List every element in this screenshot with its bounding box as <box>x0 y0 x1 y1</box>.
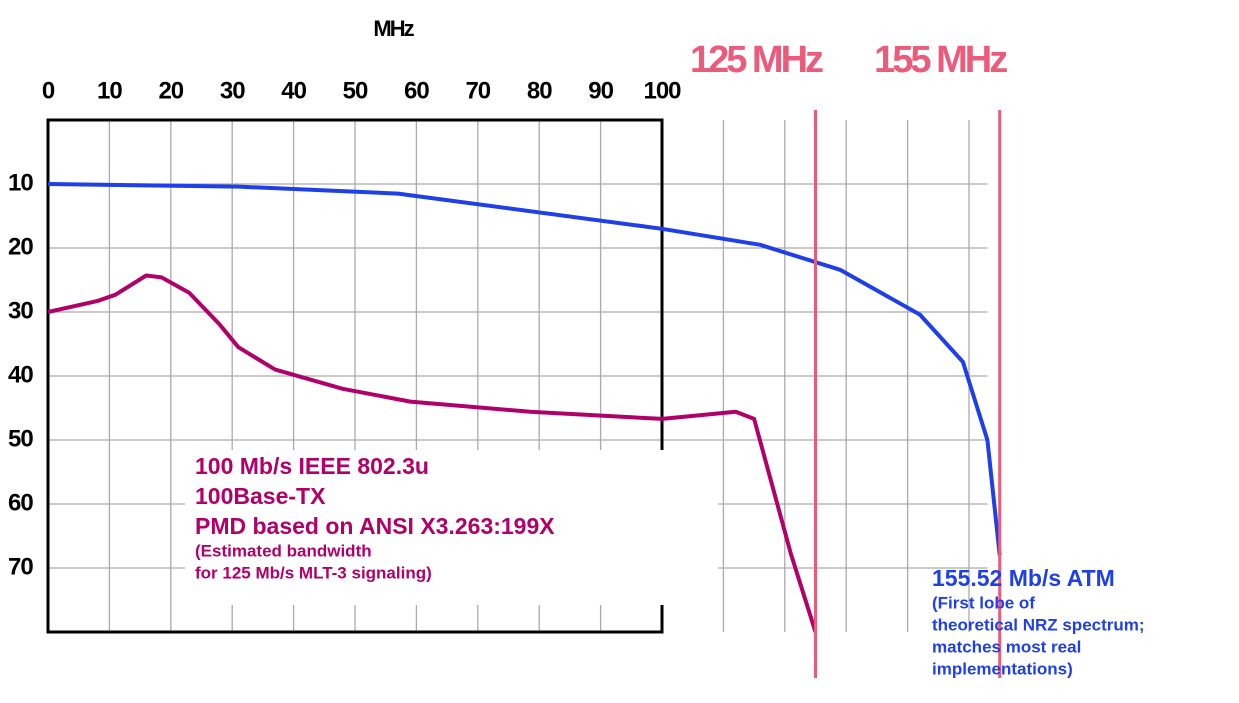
marker-label: 155 MHz <box>874 39 1007 81</box>
x-tick-label: 10 <box>97 77 122 104</box>
annotation-note: (Estimated bandwidth <box>195 541 372 560</box>
x-tick-label: 90 <box>588 77 613 104</box>
x-tick-label: 20 <box>158 77 183 104</box>
series-line <box>47 182 1002 556</box>
y-tick-label: 10 <box>8 169 33 196</box>
annotation-title: PMD based on ANSI X3.263:199X <box>195 513 555 539</box>
y-tick-label: 20 <box>8 233 33 260</box>
annotation-note: matches most real <box>932 637 1081 656</box>
annotation-title: 155.52 Mb/s ATM <box>932 565 1115 591</box>
x-tick-label: 70 <box>465 77 490 104</box>
x-axis-label: MHz <box>373 16 414 41</box>
x-tick-label: 0 <box>42 77 55 104</box>
annotation-note: implementations) <box>932 659 1073 678</box>
y-tick-label: 60 <box>8 489 33 516</box>
annotation-note: for 125 Mb/s MLT-3 signaling) <box>195 563 432 582</box>
x-tick-label: 80 <box>527 77 552 104</box>
x-tick-label: 30 <box>220 77 245 104</box>
y-tick-label: 70 <box>8 553 33 580</box>
x-tick-label: 40 <box>281 77 306 104</box>
x-tick-label: 50 <box>343 77 368 104</box>
x-tick-label: 60 <box>404 77 429 104</box>
annotation-note: theoretical NRZ spectrum; <box>932 615 1145 634</box>
annotation-note: (First lobe of <box>932 593 1035 612</box>
y-tick-label: 40 <box>8 361 33 388</box>
series-line <box>47 273 818 633</box>
annotation-title: 100Base-TX <box>195 483 326 509</box>
annotation-background <box>185 450 718 605</box>
annotation-title: 100 Mb/s IEEE 802.3u <box>195 453 429 479</box>
y-tick-label: 30 <box>8 297 33 324</box>
y-tick-label: 50 <box>8 425 33 452</box>
marker-label: 125 MHz <box>690 39 823 81</box>
x-tick-label: 100 <box>643 77 681 104</box>
